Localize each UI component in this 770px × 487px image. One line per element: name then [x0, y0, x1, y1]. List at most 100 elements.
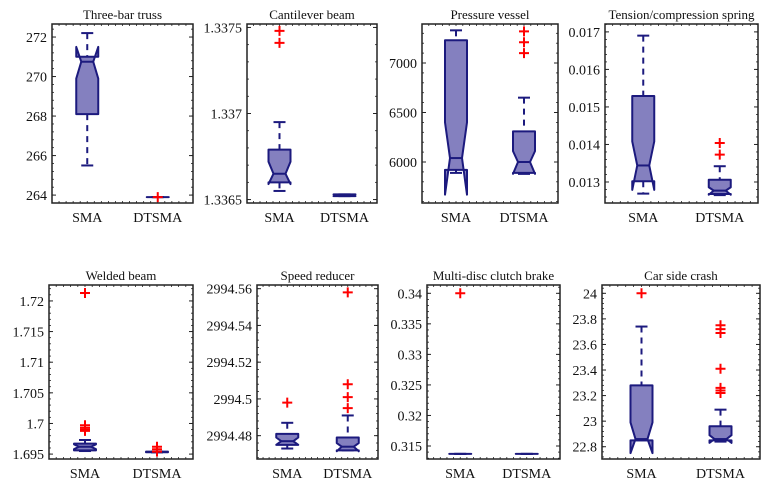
- box-dtsma: [145, 441, 169, 457]
- notched-box: [275, 432, 300, 446]
- y-tick-label: 0.32: [398, 409, 423, 424]
- y-tick-label: 1.72: [20, 295, 45, 310]
- plot-frame: [256, 284, 379, 460]
- chart-panel-8: Car side crash 22.8 23 23.2 23.4 23.6 23.8 24 SM…: [573, 268, 761, 482]
- y-tick-label: 22.8: [573, 441, 598, 456]
- box-sma: [75, 32, 100, 167]
- chart-panel-2: Cantilever beam 1.3365 1.337 1.3375 SMA DTSMA: [204, 7, 378, 226]
- notched-box: [631, 95, 656, 191]
- y-tick-label: 0.015: [569, 101, 601, 116]
- y-tick-label: 1.705: [13, 387, 45, 402]
- notched-box: [267, 148, 292, 186]
- box-dtsma: [332, 193, 357, 198]
- outlier-marker: [342, 379, 353, 390]
- x-tick-label: DTSMA: [499, 211, 549, 226]
- plot-frame: [601, 284, 761, 460]
- box-sma: [631, 34, 656, 195]
- chart-panel-4: Tension/compression spring 0.013 0.014 0.01…: [569, 7, 759, 226]
- plot-frame: [48, 284, 194, 460]
- x-tick-label: DTSMA: [133, 211, 183, 226]
- y-tick-label: 0.335: [391, 318, 423, 333]
- plot-frame: [426, 284, 561, 460]
- notched-box: [629, 384, 654, 455]
- plot-frame: [421, 23, 559, 204]
- x-tick-label: SMA: [272, 467, 303, 482]
- plot-frame: [604, 23, 759, 204]
- y-tick-label: 2994.52: [207, 356, 253, 371]
- y-tick-label: 1.3375: [204, 21, 243, 36]
- box-dtsma: [145, 192, 170, 203]
- outlier-marker: [519, 48, 529, 59]
- x-tick-label: SMA: [441, 211, 472, 226]
- y-tick-label: 272: [26, 31, 47, 46]
- chart-panel-1: Three-bar truss 264 266 268 270 272 SMA DTSMA: [26, 7, 194, 226]
- chart-panel-6: Speed reducer 2994.48 2994.5 2994.52 2994.54…: [207, 268, 379, 482]
- chart-panel-7: Multi-disc clutch brake 0.315 0.32 0.325 0.3…: [391, 268, 561, 482]
- notched-box: [335, 436, 360, 453]
- outlier-marker: [274, 25, 285, 36]
- y-tick-label: 23.2: [573, 390, 598, 405]
- chart-panel-5: Welded beam 1.695 1.7 1.705 1.71 1.715 1.72 SMA…: [13, 268, 194, 482]
- chart-title: Tension/compression spring: [608, 7, 755, 22]
- y-tick-label: 268: [26, 110, 47, 125]
- outlier-marker: [714, 149, 725, 160]
- y-tick-label: 23: [583, 415, 597, 430]
- y-tick-label: 0.33: [398, 348, 423, 363]
- y-tick-label: 6000: [389, 156, 417, 171]
- y-tick-label: 0.34: [398, 287, 423, 302]
- y-tick-label: 1.3365: [204, 194, 243, 209]
- y-tick-label: 1.71: [20, 356, 45, 371]
- box-sma: [444, 29, 468, 196]
- notched-box: [707, 178, 732, 196]
- plot-frame: [246, 23, 378, 204]
- x-tick-label: DTSMA: [695, 211, 745, 226]
- x-tick-label: DTSMA: [323, 467, 373, 482]
- outlier-marker: [152, 192, 163, 203]
- outlier-marker: [715, 363, 726, 374]
- plot-frame: [51, 23, 194, 204]
- outlier-marker: [80, 287, 90, 298]
- chart-title: Three-bar truss: [83, 7, 162, 22]
- box-dtsma: [335, 287, 360, 453]
- chart-title: Car side crash: [644, 268, 718, 283]
- chart-title: Welded beam: [86, 268, 157, 283]
- outlier-marker: [519, 26, 529, 37]
- y-tick-label: 6500: [389, 107, 417, 122]
- outlier-marker: [636, 288, 647, 299]
- y-tick-label: 24: [583, 287, 597, 302]
- y-tick-label: 266: [26, 150, 47, 165]
- outlier-marker: [152, 446, 162, 457]
- notched-box: [75, 45, 100, 116]
- outlier-marker: [342, 287, 353, 298]
- x-tick-label: SMA: [445, 467, 476, 482]
- box-sma: [267, 25, 292, 192]
- x-tick-label: DTSMA: [320, 211, 370, 226]
- y-tick-label: 23.8: [573, 313, 598, 328]
- y-tick-label: 7000: [389, 57, 417, 72]
- y-tick-label: 1.7: [27, 417, 45, 432]
- x-tick-label: DTSMA: [696, 467, 746, 482]
- y-tick-label: 0.325: [391, 379, 423, 394]
- x-tick-label: SMA: [264, 211, 295, 226]
- y-tick-label: 23.6: [573, 338, 598, 353]
- x-tick-label: DTSMA: [502, 467, 552, 482]
- notched-box: [512, 130, 536, 175]
- chart-title: Speed reducer: [281, 268, 356, 283]
- box-sma: [629, 288, 654, 455]
- outlier-marker: [80, 425, 90, 436]
- x-tick-label: SMA: [72, 211, 103, 226]
- box-sma: [73, 287, 97, 453]
- outlier-marker: [714, 137, 725, 148]
- chart-title: Multi-disc clutch brake: [433, 268, 555, 283]
- y-tick-label: 2994.48: [207, 430, 253, 445]
- y-tick-label: 264: [26, 189, 47, 204]
- y-tick-label: 0.013: [569, 176, 601, 191]
- y-tick-label: 0.315: [391, 440, 423, 455]
- outlier-marker: [274, 37, 285, 48]
- outlier-marker: [282, 397, 293, 408]
- outlier-marker: [342, 403, 353, 414]
- box-dtsma: [512, 26, 536, 175]
- x-tick-label: SMA: [70, 467, 101, 482]
- outlier-marker: [455, 288, 466, 299]
